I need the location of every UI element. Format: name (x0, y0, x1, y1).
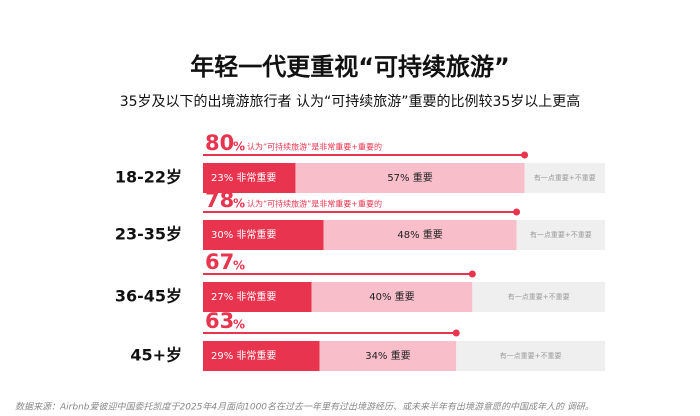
total-dot (452, 329, 460, 337)
bar-segment (319, 341, 457, 371)
bar-segment (203, 282, 312, 312)
total-unit: % (233, 197, 245, 211)
category-label: 45+岁 (130, 346, 182, 365)
category-label: 18-22岁 (115, 168, 182, 187)
bar-segment (472, 282, 605, 312)
segment-label: 有一点重要+不重要 (534, 173, 596, 182)
segment-label: 29% 非常重要 (211, 349, 276, 362)
segment-label: 有一点重要+不重要 (508, 292, 570, 301)
total-value: 80 (205, 131, 234, 155)
bar-segment (203, 220, 324, 250)
segment-label: 34% 重要 (365, 349, 410, 362)
bar-segment (311, 282, 473, 312)
segment-label: 有一点重要+不重要 (530, 230, 592, 239)
bar-segment (203, 341, 320, 371)
chart-title: 年轻一代更重视“可持续旅游” (190, 53, 510, 81)
total-dot (513, 208, 521, 216)
bar-segment (524, 163, 605, 193)
category-label: 36-45岁 (115, 287, 182, 306)
segment-label: 23% 非常重要 (211, 171, 276, 184)
total-value: 67 (205, 250, 234, 274)
total-annotation: 认为“可持续旅游”是非常重要+重要的 (247, 142, 382, 152)
segment-label: 27% 非常重要 (211, 290, 276, 303)
total-value: 63 (205, 309, 234, 333)
segment-label: 40% 重要 (369, 290, 414, 303)
total-unit: % (233, 318, 245, 332)
bar-segment (516, 220, 605, 250)
segment-label: 有一点重要+不重要 (500, 351, 562, 360)
bar-segment (203, 163, 296, 193)
bar-segment (323, 220, 517, 250)
total-unit: % (233, 140, 245, 154)
total-annotation: 认为“可持续旅游”是非常重要+重要的 (247, 199, 382, 209)
segment-label: 48% 重要 (397, 228, 442, 241)
source-note: 数据来源：Airbnb爱彼迎中国委托凯度于2025年4月面向1000名在过去一年… (15, 402, 594, 413)
category-label: 23-35岁 (115, 225, 182, 244)
total-unit: % (233, 259, 245, 273)
total-dot (521, 151, 529, 159)
bar-segment (456, 341, 605, 371)
segment-label: 57% 重要 (387, 171, 432, 184)
total-dot (468, 270, 476, 278)
total-value: 78 (205, 188, 234, 212)
segment-label: 30% 非常重要 (211, 228, 276, 241)
chart-subtitle: 35岁及以下的出境游旅行者 认为“可持续旅游”重要的比例较35岁以上更高 (120, 93, 581, 110)
bar-segment (295, 163, 525, 193)
